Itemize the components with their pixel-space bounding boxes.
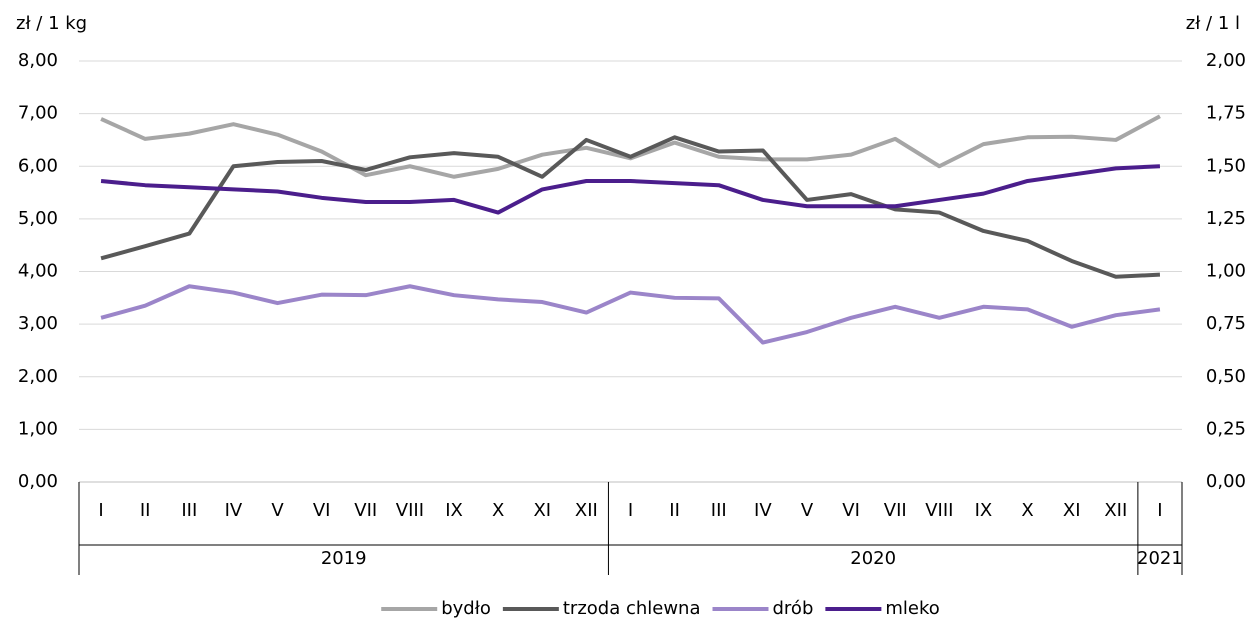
- x-tick-label: IV: [754, 500, 772, 521]
- series-line: [100, 135, 1161, 279]
- group-label: 2019: [321, 548, 367, 569]
- x-tick-label: VII: [354, 500, 377, 521]
- x-tick-label: III: [181, 500, 197, 521]
- x-tick-label: V: [271, 500, 284, 521]
- x-tick-label: I: [1157, 500, 1162, 521]
- y2-tick-label: 1,00: [1206, 261, 1246, 282]
- group-label: 2020: [850, 548, 896, 569]
- series-line: [100, 164, 1161, 215]
- y2-tick-label: 0,25: [1206, 418, 1246, 439]
- y-tick-label: 6,00: [18, 155, 58, 176]
- x-tick-label: VIII: [925, 500, 953, 521]
- y2-tick-label: 2,00: [1206, 50, 1246, 71]
- y-tick-label: 1,00: [18, 418, 58, 439]
- y-tick-label: 0,00: [18, 471, 58, 492]
- x-tick-label: I: [628, 500, 633, 521]
- x-tick-label: IX: [975, 500, 993, 521]
- group-label: 2021: [1137, 548, 1183, 569]
- x-tick-label: V: [801, 500, 814, 521]
- x-tick-label: I: [98, 500, 103, 521]
- x-tick-label: VI: [313, 500, 331, 521]
- x-tick-label: XI: [533, 500, 551, 521]
- x-tick-label: XI: [1063, 500, 1081, 521]
- y-tick-label: 2,00: [18, 366, 58, 387]
- y-tick-label: 5,00: [18, 208, 58, 229]
- y2-tick-label: 1,50: [1206, 155, 1246, 176]
- y2-tick-label: 0,75: [1206, 313, 1246, 334]
- x-tick-label: II: [669, 500, 680, 521]
- x-tick-label: III: [711, 500, 727, 521]
- series-line: [100, 114, 1161, 179]
- x-tick-label: X: [1021, 500, 1033, 521]
- y2-tick-label: 0,00: [1206, 471, 1246, 492]
- y2-axis-label: zł / 1 l: [1186, 13, 1240, 34]
- legend-label: drób: [773, 598, 814, 619]
- y-axis-label: zł / 1 kg: [16, 13, 87, 34]
- x-tick-label: VI: [842, 500, 860, 521]
- x-tick-label: IX: [445, 500, 463, 521]
- x-tick-label: IV: [225, 500, 243, 521]
- y2-tick-label: 1,75: [1206, 103, 1246, 124]
- y-tick-label: 3,00: [18, 313, 58, 334]
- x-tick-label: VII: [884, 500, 907, 521]
- y-tick-label: 8,00: [18, 50, 58, 71]
- y2-tick-label: 1,25: [1206, 208, 1246, 229]
- x-tick-label: X: [492, 500, 504, 521]
- legend-label: bydło: [441, 598, 491, 619]
- legend-label: trzoda chlewna: [563, 598, 701, 619]
- y2-tick-label: 0,50: [1206, 366, 1246, 387]
- y-tick-label: 7,00: [18, 103, 58, 124]
- y-tick-label: 4,00: [18, 261, 58, 282]
- x-tick-label: II: [140, 500, 151, 521]
- legend-label: mleko: [885, 598, 939, 619]
- x-tick-label: XII: [575, 500, 598, 521]
- series-line: [100, 284, 1161, 345]
- x-tick-label: XII: [1104, 500, 1127, 521]
- x-tick-label: VIII: [396, 500, 424, 521]
